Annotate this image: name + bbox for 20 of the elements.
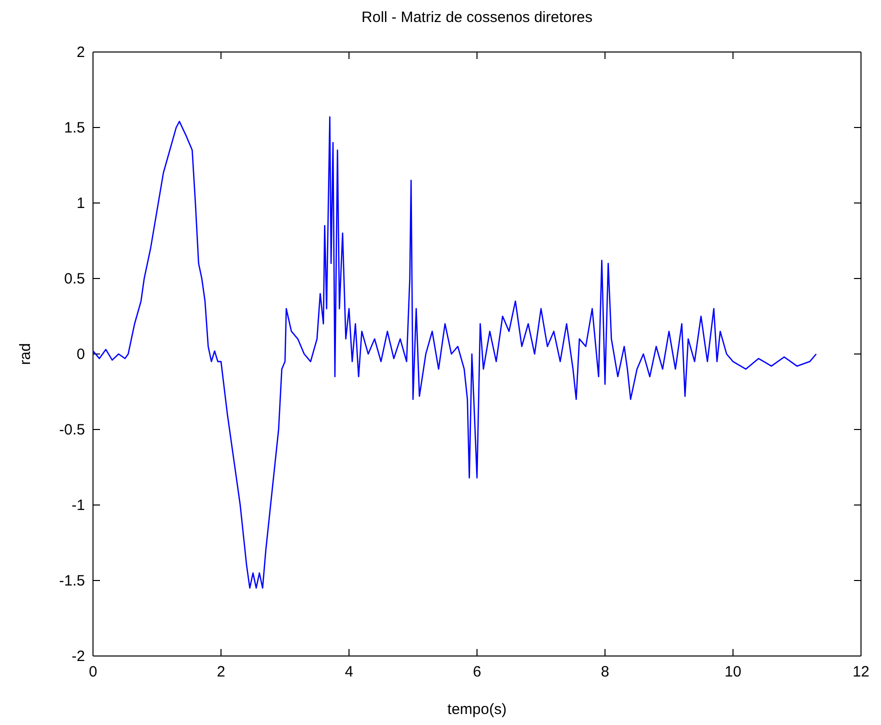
y-axis-title: rad (17, 343, 34, 365)
x-tick-label: 4 (344, 664, 354, 681)
x-tick-label: 12 (852, 664, 870, 681)
y-tick-label: 2 (76, 44, 85, 61)
x-tick-label: 6 (472, 664, 482, 681)
x-tick-label: 2 (216, 664, 226, 681)
y-tick-label: 0 (76, 346, 85, 363)
x-tick-label: 10 (724, 664, 742, 681)
y-tick-label: -2 (72, 648, 85, 665)
x-axis-title: tempo(s) (447, 701, 507, 718)
line-series (92, 116, 817, 589)
x-tick-label: 8 (600, 664, 610, 681)
y-tick-label: 1.5 (64, 119, 85, 136)
y-tick-label: 1 (76, 194, 85, 212)
x-tick-label: 0 (88, 664, 98, 681)
chart-title: Roll - Matriz de cossenos diretores (362, 9, 592, 26)
y-tick-label: 0.5 (64, 270, 85, 288)
y-tick-label: -0.5 (59, 421, 85, 438)
y-tick-label: -1.5 (59, 572, 85, 590)
y-tick-label: -1 (72, 496, 85, 514)
